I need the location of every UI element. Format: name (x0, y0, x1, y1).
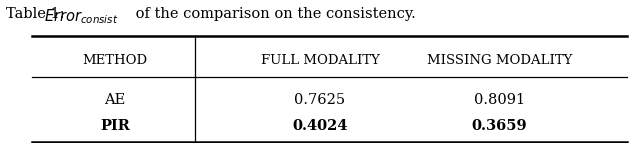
Text: FULL MODALITY: FULL MODALITY (260, 54, 380, 66)
Text: METHOD: METHOD (83, 54, 148, 66)
Text: of the comparison on the consistency.: of the comparison on the consistency. (131, 7, 416, 21)
Text: 0.3659: 0.3659 (472, 119, 527, 133)
Text: MISSING MODALITY: MISSING MODALITY (426, 54, 572, 66)
Text: Table 1:: Table 1: (6, 7, 70, 21)
Text: 0.8091: 0.8091 (474, 93, 525, 107)
Text: AE: AE (104, 93, 126, 107)
Text: PIR: PIR (100, 119, 130, 133)
Text: $\mathit{Error}_{consist}$: $\mathit{Error}_{consist}$ (44, 7, 118, 26)
Text: 0.7625: 0.7625 (294, 93, 346, 107)
Text: 0.4024: 0.4024 (292, 119, 348, 133)
